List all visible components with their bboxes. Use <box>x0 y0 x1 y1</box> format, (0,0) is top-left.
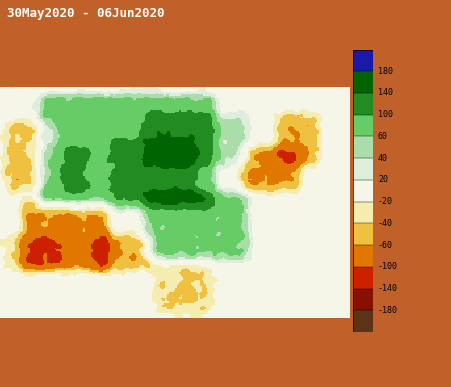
Text: 20: 20 <box>377 175 387 185</box>
Bar <box>352 115 372 137</box>
Bar <box>352 137 372 158</box>
Bar <box>352 180 372 202</box>
Bar <box>352 223 372 245</box>
Bar <box>352 71 372 93</box>
Bar <box>352 202 372 223</box>
Text: 180: 180 <box>377 67 392 76</box>
Text: -60: -60 <box>377 241 392 250</box>
Text: -20: -20 <box>377 197 392 206</box>
Bar <box>352 50 372 71</box>
Text: -140: -140 <box>377 284 397 293</box>
Bar <box>352 93 372 115</box>
Text: -100: -100 <box>377 262 397 271</box>
Text: 40: 40 <box>377 154 387 163</box>
Text: 100: 100 <box>377 110 392 119</box>
Text: 60: 60 <box>377 132 387 141</box>
Bar <box>352 310 372 332</box>
Bar <box>352 245 372 267</box>
Bar <box>352 289 372 310</box>
Text: 140: 140 <box>377 89 392 98</box>
Text: 30May2020 - 06Jun2020: 30May2020 - 06Jun2020 <box>7 7 164 20</box>
Bar <box>352 267 372 289</box>
Bar <box>352 158 372 180</box>
Text: -40: -40 <box>377 219 392 228</box>
Text: -180: -180 <box>377 306 397 315</box>
